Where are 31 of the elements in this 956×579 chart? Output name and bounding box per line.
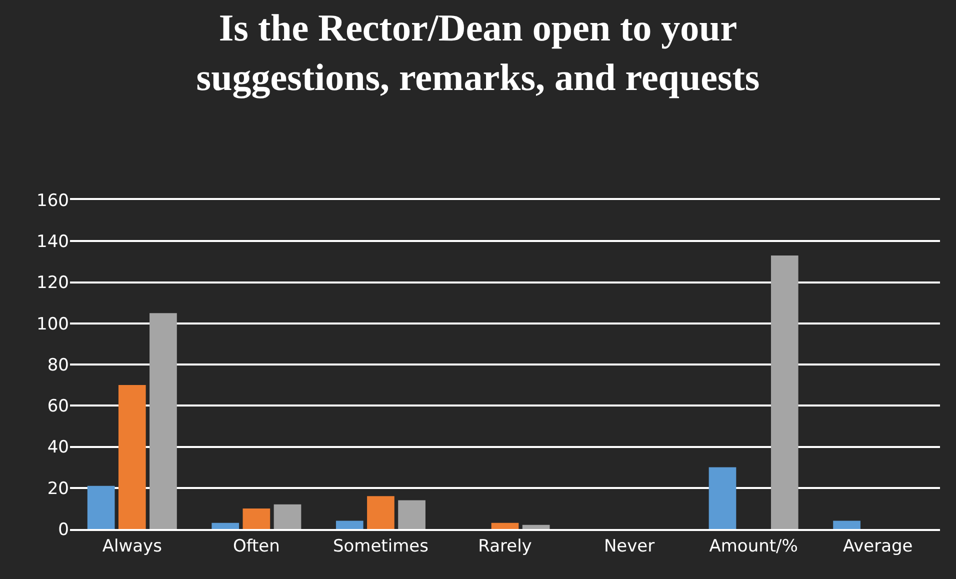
x-tick-label: Always: [102, 536, 162, 556]
bar: [398, 500, 426, 529]
bar: [274, 504, 302, 529]
y-tick-label: 100: [36, 314, 69, 334]
x-tick-label: Never: [604, 536, 655, 556]
bar: [491, 522, 519, 529]
x-tick-label: Average: [842, 536, 913, 556]
y-tick-label: 160: [36, 190, 69, 211]
bar: [87, 486, 115, 529]
bar: [336, 520, 364, 529]
bar: [367, 496, 394, 529]
y-tick-label: 140: [36, 232, 69, 252]
bar: [212, 522, 240, 529]
bar: [150, 313, 177, 529]
bar: [770, 256, 798, 529]
y-tick-label: 120: [36, 273, 69, 294]
bar: [118, 385, 146, 529]
chart-title: Is the Rector/Dean open to your suggestions, remarks, and requests: [196, 8, 760, 99]
bar: [242, 508, 270, 529]
x-tick-label: Amount/%: [709, 536, 798, 556]
bar: [522, 524, 550, 529]
y-tick-label: 0: [58, 520, 69, 540]
y-tick-label: 40: [47, 438, 69, 458]
x-tick-label: Sometimes: [332, 536, 429, 556]
y-tick-label: 80: [47, 355, 69, 376]
bar: [833, 520, 860, 529]
x-tick-label: Rarely: [478, 536, 532, 556]
y-tick-label: 20: [47, 478, 69, 499]
y-tick-label: 60: [47, 396, 69, 417]
bar: [708, 467, 736, 529]
x-tick-label: Often: [232, 536, 280, 556]
